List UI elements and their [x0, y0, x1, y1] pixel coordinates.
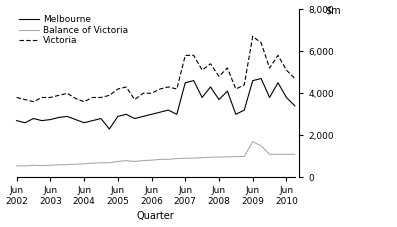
X-axis label: Quarter: Quarter [137, 211, 175, 222]
Legend: Melbourne, Balance of Victoria, Victoria: Melbourne, Balance of Victoria, Victoria [17, 14, 130, 47]
Y-axis label: $m: $m [326, 6, 341, 16]
